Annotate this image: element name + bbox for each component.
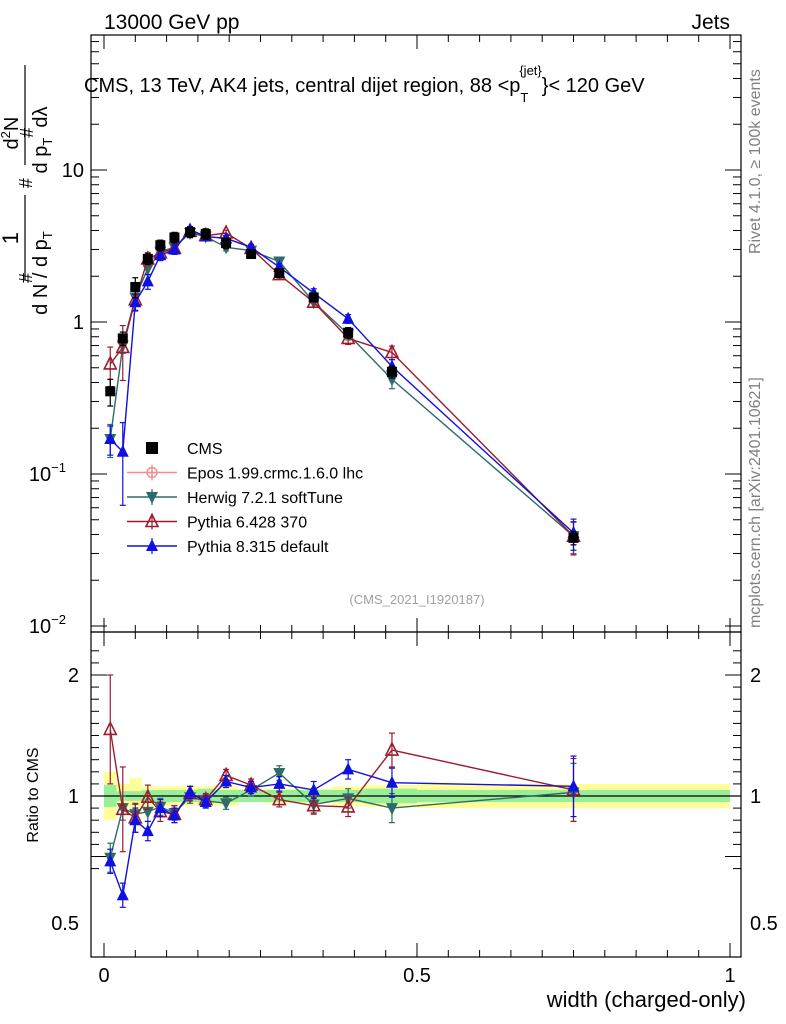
ratio-point [220,774,233,787]
ratio-y-tick-label: 0.5 [51,913,79,935]
cms-point [130,281,141,292]
ratio-point [184,785,197,798]
chart-title: CMS, 13 TeV, AK4 jets, central dijet reg… [84,63,645,105]
cms-point [221,238,232,249]
ratio-point [102,720,118,736]
series-point [104,431,117,444]
ratio-point [141,824,154,837]
ratio-point [220,798,233,811]
cms-point [246,249,257,260]
ratio-point [129,813,142,826]
legend-label: Pythia 6.428 370 [187,515,307,532]
x-tick-label: 1 [724,965,735,987]
cms-point [568,532,579,543]
y-tick-label: 10 [62,160,84,182]
series-point [129,295,142,308]
ratio-y-tick-label: 1 [68,786,79,808]
cms-point [105,386,116,397]
ratio-point [199,795,212,808]
main-y-axis-label: # 1 d N / d pT # d2N d pT#dλ [0,65,57,315]
cms-point [185,227,196,238]
ratio-y-tick-label-right: 1 [750,786,761,808]
main-series-layer [102,222,581,556]
ratio-point [168,808,181,821]
chart-title-sup: {jet} [519,63,542,78]
series-point [154,248,167,261]
ratio-point [342,762,355,775]
header-right: Jets [691,11,730,34]
legend-marker [146,492,158,504]
legend-label: Herwig 7.2.1 softTune [187,490,343,507]
legend-marker [146,442,158,454]
ratio-point [385,803,398,816]
header-left: 13000 GeV pp [104,11,239,34]
ratio-point [245,780,258,793]
legend-label: CMS [187,441,223,458]
ratio-point [115,800,131,816]
y-tick-exp: −2 [51,612,66,627]
legend: CMS Epos 1.99.crmc.1.6.0 lhc Herwig 7.2.1 … [127,441,363,556]
ratio-point [307,782,320,795]
ratio-point [567,779,580,792]
ratio-series-layer [102,674,581,908]
ratio-point [154,801,167,814]
x-tick-label: 0.5 [403,965,431,987]
ratio-point [273,768,286,781]
axis-ticks: 0 0.5 1 10−2 10−1 1 10 2 2 1 1 0.5 0.5 [29,35,778,987]
ratio-point [273,776,286,789]
ratio-panel-frame [90,631,742,958]
series-point [385,374,398,387]
series-point [168,242,181,255]
ratio-y-tick-label-right: 0.5 [750,913,778,935]
series-point [384,343,400,359]
cms-point [142,253,153,264]
chart-title-part2: }< 120 GeV [542,75,646,97]
cms-point [343,327,354,338]
mcplots-label: mcplots.cern.ch [arXiv:2401.10621] [747,377,764,628]
y-tick-label: 1 [73,312,84,334]
ratio-point [140,788,156,804]
ratio-point [116,888,129,901]
ratio-point [271,790,287,806]
series-point [116,444,129,457]
legend-label: Pythia 8.315 default [187,539,329,556]
cms-point [117,333,128,344]
series-point [102,355,118,370]
series-point [115,338,131,354]
ratio-y-axis-label: Ratio to CMS [25,747,42,842]
ratio-y-tick-label: 2 [68,665,79,687]
legend-label: Epos 1.99.crmc.1.6.0 lhc [187,466,363,483]
svg-text:# 1 d N / d pT: # 1 d N / d pT # d2N d pT#dλ [0,107,57,315]
x-tick-label: 0 [98,965,109,987]
cms-point [155,240,166,251]
chart-title-part1: CMS, 13 TeV, AK4 jets, central dijet reg… [84,75,520,97]
ratio-point [340,798,356,813]
y-tick-label: 10−1 [29,460,66,486]
chart-title-sub: T [520,90,528,105]
cms-point [200,228,211,239]
ratio-y-tick-label-right: 2 [750,665,761,687]
series-point [141,274,154,287]
ratio-point [306,796,322,812]
legend-marker [146,539,158,551]
legend-marker [144,512,160,528]
cms-point [274,268,285,279]
x-axis-label: width (charged-only) [546,987,746,1012]
ratio-point [385,775,398,788]
y-tick-exp: −1 [51,460,66,475]
rivet-version-label: Rivet 4.1.0, ≥ 100k events [747,69,764,254]
analysis-id: (CMS_2021_I1920187) [349,592,484,607]
cms-point [308,292,319,303]
y-tick-label: 10−2 [29,612,66,638]
series-line-3 [109,228,574,534]
series-point [342,311,355,324]
ratio-point [104,854,117,867]
ratio-point [384,741,400,756]
cms-point [169,232,180,243]
cms-point [386,366,397,377]
